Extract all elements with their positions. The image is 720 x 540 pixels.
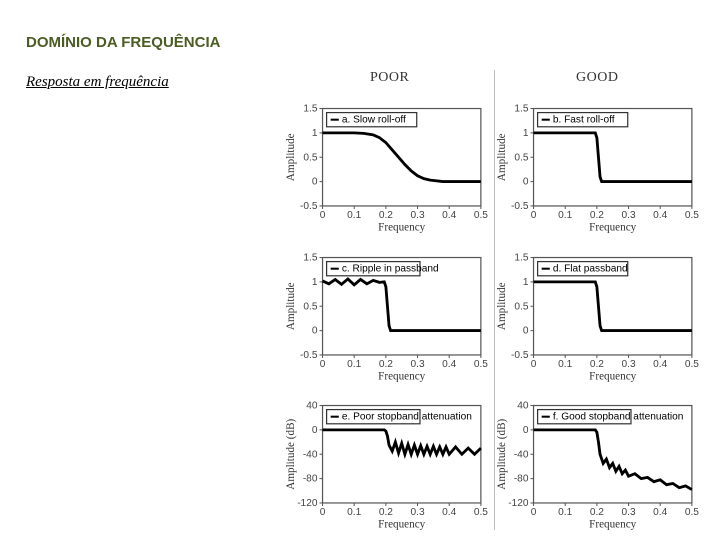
svg-text:0: 0	[523, 425, 529, 436]
svg-text:-120: -120	[508, 498, 529, 509]
svg-text:0: 0	[523, 325, 529, 336]
svg-text:e. Poor stopband attenuation: e. Poor stopband attenuation	[342, 412, 472, 423]
svg-text:-0.5: -0.5	[511, 350, 529, 361]
svg-text:Amplitude: Amplitude	[286, 133, 297, 181]
svg-text:0.4: 0.4	[653, 359, 667, 370]
svg-text:0.2: 0.2	[379, 210, 393, 221]
svg-text:0.5: 0.5	[685, 210, 699, 221]
svg-text:-0.5: -0.5	[300, 201, 318, 212]
svg-text:b. Fast roll-off: b. Fast roll-off	[553, 115, 615, 126]
chart-f-good-stopband: 0 0.1 0.2 0.3 0.4 0.5 -120 -80 -40 0 40 Frequency Am…	[497, 389, 700, 532]
svg-text:1.5: 1.5	[303, 252, 317, 263]
svg-text:Amplitude (dB): Amplitude (dB)	[497, 419, 508, 490]
svg-text:0.3: 0.3	[411, 210, 425, 221]
svg-text:f. Good stopband attenuation: f. Good stopband attenuation	[553, 412, 684, 423]
section-heading: DOMÍNIO DA FREQUÊNCIA	[26, 34, 220, 51]
chart-grid: 00.10.20.30.40.5-0.500.511.5FrequencyAmp…	[286, 92, 700, 532]
svg-text:0.4: 0.4	[442, 210, 456, 221]
chart-e-poor-stopband: 0 0.1 0.2 0.3 0.4 0.5 -120 -80 -40 0 40 Frequency Am…	[286, 389, 489, 532]
svg-text:1.5: 1.5	[514, 104, 528, 115]
svg-text:0.2: 0.2	[590, 210, 604, 221]
svg-text:0: 0	[312, 325, 318, 336]
column-title-good: GOOD	[576, 70, 618, 86]
svg-text:0.5: 0.5	[685, 507, 699, 518]
svg-text:0: 0	[531, 210, 537, 221]
svg-text:Frequency: Frequency	[378, 370, 426, 382]
svg-text:0.4: 0.4	[442, 359, 456, 370]
chart-b-fast-rolloff: 00.10.20.30.40.5-0.500.511.5FrequencyAmp…	[497, 92, 700, 235]
svg-text:c. Ripple in passband: c. Ripple in passband	[342, 263, 439, 274]
svg-text:d. Flat passband: d. Flat passband	[553, 263, 628, 274]
svg-text:40: 40	[306, 401, 318, 412]
svg-text:1: 1	[523, 128, 529, 139]
svg-text:0.5: 0.5	[685, 359, 699, 370]
svg-text:0.3: 0.3	[622, 210, 636, 221]
svg-text:-80: -80	[514, 474, 529, 485]
svg-text:0.3: 0.3	[411, 507, 425, 518]
svg-text:-40: -40	[303, 450, 318, 461]
svg-text:1.5: 1.5	[514, 252, 528, 263]
svg-text:Frequency: Frequency	[589, 221, 637, 233]
svg-text:0.1: 0.1	[347, 359, 361, 370]
svg-text:0: 0	[312, 425, 318, 436]
svg-text:-0.5: -0.5	[300, 350, 318, 361]
svg-text:-80: -80	[303, 474, 318, 485]
svg-text:0: 0	[312, 177, 318, 188]
svg-text:0.4: 0.4	[653, 507, 667, 518]
svg-text:-120: -120	[297, 498, 318, 509]
svg-text:-40: -40	[514, 450, 529, 461]
svg-text:0.5: 0.5	[303, 152, 317, 163]
svg-text:-0.5: -0.5	[511, 201, 529, 212]
svg-text:Amplitude: Amplitude	[497, 282, 508, 330]
svg-text:Frequency: Frequency	[378, 519, 426, 531]
svg-text:0: 0	[523, 177, 529, 188]
svg-text:0.2: 0.2	[590, 507, 604, 518]
svg-text:Frequency: Frequency	[589, 370, 637, 382]
svg-text:0: 0	[320, 507, 326, 518]
svg-text:1: 1	[523, 277, 529, 288]
chart-a-slow-rolloff: 00.10.20.30.40.5-0.500.511.5FrequencyAmp…	[286, 92, 489, 235]
chart-c-ripple-passband: 00.10.20.30.40.5-0.500.511.5FrequencyAmp…	[286, 241, 489, 384]
svg-text:0.1: 0.1	[347, 210, 361, 221]
svg-text:0.1: 0.1	[558, 210, 572, 221]
svg-text:0.1: 0.1	[558, 507, 572, 518]
svg-text:40: 40	[517, 401, 529, 412]
section-subheading: Resposta em frequência	[26, 74, 169, 91]
chart-d-flat-passband: 00.10.20.30.40.5-0.500.511.5FrequencyAmp…	[497, 241, 700, 384]
svg-text:0: 0	[531, 359, 537, 370]
svg-text:0: 0	[320, 359, 326, 370]
svg-text:1: 1	[312, 128, 318, 139]
svg-text:0.5: 0.5	[514, 152, 528, 163]
svg-text:0.2: 0.2	[590, 359, 604, 370]
svg-text:0.2: 0.2	[379, 507, 393, 518]
svg-text:Frequency: Frequency	[378, 221, 426, 233]
svg-text:Frequency: Frequency	[589, 519, 637, 531]
svg-text:0: 0	[320, 210, 326, 221]
svg-text:1: 1	[312, 277, 318, 288]
svg-text:0.5: 0.5	[474, 210, 488, 221]
svg-text:Amplitude: Amplitude	[286, 282, 297, 330]
svg-text:0.4: 0.4	[653, 210, 667, 221]
svg-text:0.3: 0.3	[411, 359, 425, 370]
svg-text:0.5: 0.5	[514, 301, 528, 312]
svg-text:0.3: 0.3	[622, 359, 636, 370]
svg-text:0.2: 0.2	[379, 359, 393, 370]
svg-text:Amplitude (dB): Amplitude (dB)	[286, 419, 297, 490]
svg-text:0.4: 0.4	[442, 507, 456, 518]
column-title-poor: POOR	[370, 70, 409, 86]
svg-text:0.5: 0.5	[474, 359, 488, 370]
svg-text:1.5: 1.5	[303, 104, 317, 115]
svg-text:0.5: 0.5	[474, 507, 488, 518]
svg-text:0.1: 0.1	[347, 507, 361, 518]
svg-text:0.1: 0.1	[558, 359, 572, 370]
svg-text:0: 0	[531, 507, 537, 518]
svg-text:Amplitude: Amplitude	[497, 133, 508, 181]
svg-text:0.3: 0.3	[622, 507, 636, 518]
svg-text:a. Slow roll-off: a. Slow roll-off	[342, 115, 406, 126]
svg-text:0.5: 0.5	[303, 301, 317, 312]
